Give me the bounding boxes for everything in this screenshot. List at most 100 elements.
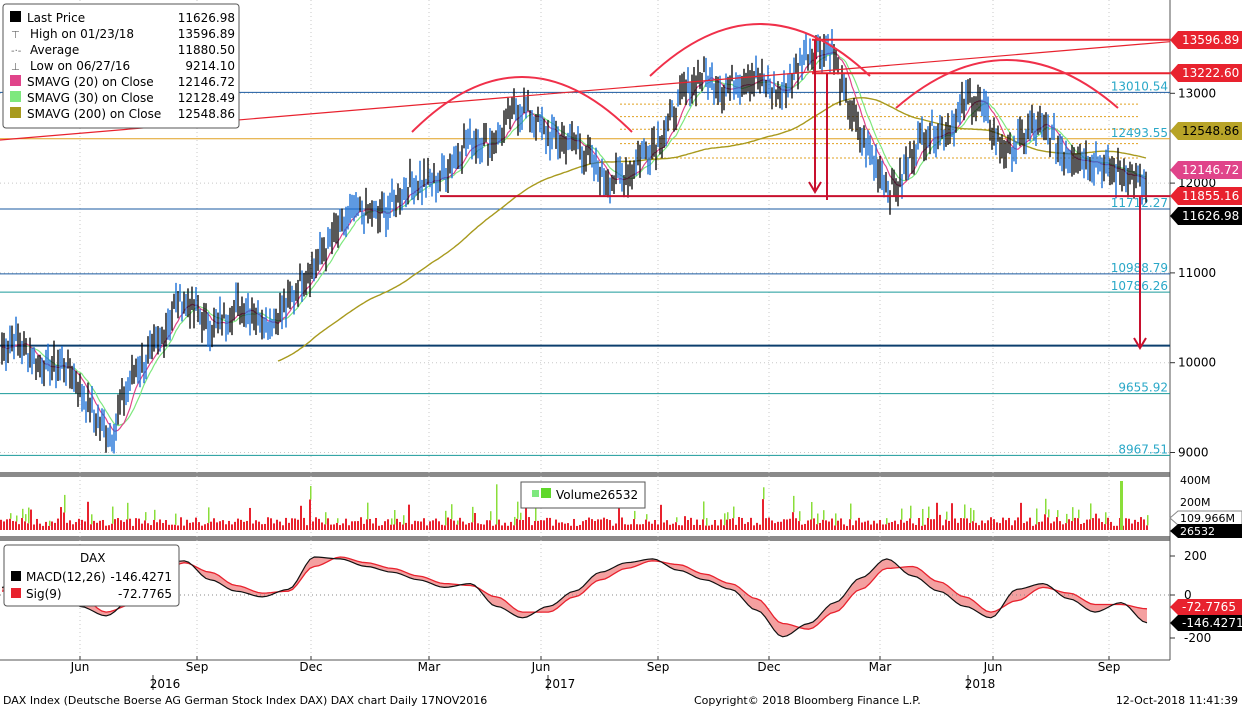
volume-bar	[852, 525, 854, 530]
volume-bar	[1125, 518, 1127, 530]
year-label: 2016	[150, 677, 181, 691]
volume-bar	[840, 518, 842, 530]
fib-level-label: 8967.51	[1118, 442, 1168, 456]
volume-bar	[1047, 517, 1049, 530]
legend-label: SMAVG (200) on Close	[27, 107, 161, 121]
volume-bar	[891, 521, 893, 530]
volume-bar	[774, 523, 776, 530]
month-label: Jun	[983, 660, 1003, 674]
legend-marker-icon: -·-	[11, 46, 22, 57]
volume-bar-green	[154, 509, 156, 520]
volume-bar	[933, 519, 935, 530]
volume-bar	[243, 521, 245, 530]
volume-bar	[837, 520, 839, 530]
volume-bar	[597, 519, 599, 530]
volume-bar	[204, 524, 206, 530]
volume-bar	[882, 524, 884, 530]
volume-bar	[636, 524, 638, 530]
volume-bar	[753, 525, 755, 530]
year-label: 2017	[545, 677, 576, 691]
volume-bar	[327, 518, 329, 530]
volume-bar	[843, 524, 845, 530]
volume-bar	[573, 518, 575, 530]
volume-bar	[552, 525, 554, 530]
volume-bar	[591, 519, 593, 530]
volume-bar	[684, 516, 686, 530]
volume-bar-green	[25, 514, 27, 522]
volume-bar-green	[928, 506, 930, 518]
volume-bar	[756, 522, 758, 530]
volume-bar	[612, 525, 614, 530]
month-label: Jun	[70, 660, 90, 674]
volume-bar	[99, 520, 101, 530]
volume-bar	[321, 522, 323, 530]
volume-bar	[792, 512, 794, 530]
volume-bar-green	[112, 506, 114, 524]
volume-bar	[255, 520, 257, 530]
volume-bar	[657, 524, 659, 530]
volume-bar	[1005, 520, 1007, 530]
volume-bar	[216, 522, 218, 530]
volume-bar-green	[703, 501, 705, 520]
volume-bar	[945, 519, 947, 530]
macd-line	[1, 556, 1148, 638]
macd-legend-swatch	[11, 588, 21, 598]
volume-bar	[432, 520, 434, 530]
legend-swatch	[10, 107, 21, 118]
pattern-height-arrow-head	[808, 181, 822, 194]
volume-bar	[3, 521, 5, 530]
volume-bar	[213, 518, 215, 530]
volume-bar	[132, 525, 134, 530]
volume-bar	[537, 520, 539, 530]
volume-bar	[453, 520, 455, 530]
volume-bar	[531, 525, 533, 530]
price-axis-label: 9000	[1178, 446, 1209, 460]
volume-bar	[1134, 519, 1136, 530]
volume-bar	[300, 505, 302, 530]
volume-bar	[699, 524, 701, 530]
volume-bar	[153, 519, 155, 530]
volume-bar	[303, 517, 305, 530]
volume-bar-green	[49, 520, 51, 526]
volume-bar	[414, 520, 416, 530]
volume-bar	[831, 518, 833, 530]
volume-bar	[783, 519, 785, 530]
price-axis-label: 11000	[1178, 266, 1216, 280]
volume-bar	[909, 518, 911, 530]
volume-bar-green	[799, 511, 801, 522]
sma-30-line	[21, 53, 1147, 427]
volume-bar	[513, 525, 515, 530]
volume-bar	[201, 525, 203, 530]
volume-bar-green	[733, 506, 735, 519]
volume-bar	[291, 518, 293, 530]
volume-bar	[1074, 517, 1076, 530]
volume-bar-green	[394, 510, 396, 525]
volume-bar	[996, 522, 998, 530]
volume-bar-green	[970, 507, 972, 524]
volume-bar	[576, 525, 578, 530]
volume-bar	[30, 509, 32, 530]
legend-marker-icon: ⊤	[11, 30, 20, 41]
volume-bar	[696, 519, 698, 530]
macd-legend-box	[3, 544, 180, 607]
volume-bar	[225, 524, 227, 530]
volume-bar	[159, 519, 161, 530]
volume-bar	[372, 523, 374, 530]
volume-bar	[858, 517, 860, 530]
volume-bar	[825, 520, 827, 530]
volume-bar	[468, 523, 470, 530]
volume-bar	[1029, 517, 1031, 530]
legend-value: 11880.50	[178, 43, 235, 57]
volume-bar	[969, 523, 971, 530]
volume-bar	[90, 524, 92, 530]
volume-bar	[507, 525, 509, 530]
volume-bar-green	[1105, 512, 1107, 525]
volume-bar	[66, 522, 68, 530]
volume-bar	[186, 519, 188, 530]
volume-bar	[510, 521, 512, 530]
volume-bar	[1083, 522, 1085, 530]
volume-bar	[900, 519, 902, 530]
price-flag	[1170, 161, 1242, 179]
macd-axis-label: 0	[1184, 588, 1192, 602]
month-label: Sep	[186, 660, 209, 674]
